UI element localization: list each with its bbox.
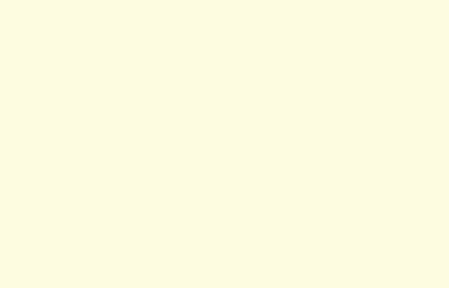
Average Temp °C	[145, 165, 151, 168]
Legend: Average Temp °F, Average Temp °C: Average Temp °F, Average Temp °C	[315, 93, 427, 125]
Line: Average Temp °C: Average Temp °C	[62, 160, 298, 173]
Average Temp °C	[187, 161, 193, 164]
Average Temp °F	[124, 63, 130, 67]
Average Temp °C	[83, 169, 88, 172]
Average Temp °C	[167, 165, 172, 168]
Average Temp °F	[292, 65, 298, 69]
Average Temp °C	[250, 163, 255, 166]
Y-axis label: Degrees: Degrees	[20, 106, 30, 147]
Average Temp °C	[62, 169, 67, 172]
Average Temp °F	[145, 62, 151, 65]
Average Temp °C	[271, 167, 277, 170]
Average Temp °F	[250, 58, 255, 61]
Average Temp °C	[292, 167, 298, 170]
Average Temp °C	[124, 167, 130, 170]
Line: Average Temp °F: Average Temp °F	[62, 52, 298, 72]
Average Temp °F	[271, 63, 277, 67]
Average Temp °C	[208, 161, 214, 164]
Average Temp °F	[229, 56, 235, 59]
Title: Average Temperatures in Kailua-Kona: Average Temperatures in Kailua-Kona	[31, 20, 328, 33]
Average Temp °F	[167, 60, 172, 63]
Average Temp °F	[62, 67, 67, 71]
Average Temp °C	[229, 161, 235, 164]
Average Temp °F	[187, 56, 193, 59]
Average Temp °F	[83, 67, 88, 71]
Average Temp °C	[104, 169, 109, 172]
Average Temp °F	[104, 67, 109, 71]
Average Temp °F	[208, 54, 214, 57]
